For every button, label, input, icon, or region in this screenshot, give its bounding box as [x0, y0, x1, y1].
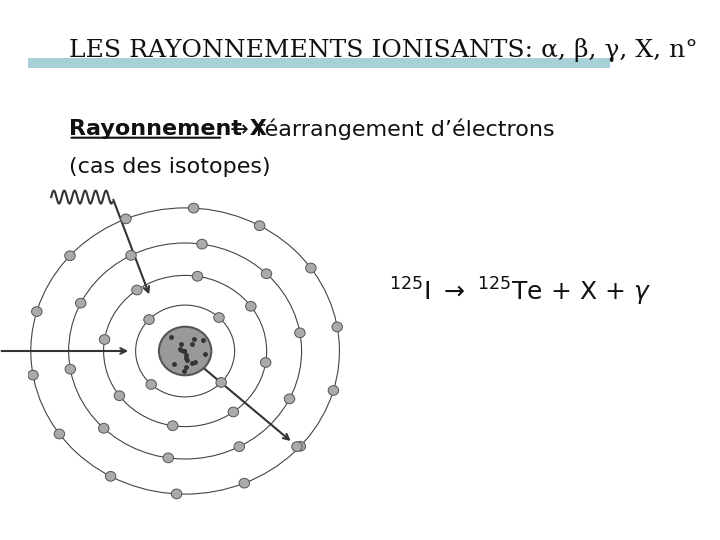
Circle shape [171, 489, 182, 499]
Circle shape [126, 251, 136, 260]
Text: → réarrangement d’électrons: → réarrangement d’électrons [223, 119, 554, 140]
Circle shape [328, 386, 338, 395]
Circle shape [305, 263, 316, 273]
Text: LES RAYONNEMENTS IONISANTS: α, β, γ, X, n°: LES RAYONNEMENTS IONISANTS: α, β, γ, X, … [68, 38, 698, 62]
Circle shape [28, 370, 38, 380]
Circle shape [234, 442, 245, 451]
Circle shape [65, 364, 76, 374]
Circle shape [132, 285, 142, 295]
Circle shape [284, 394, 294, 404]
Circle shape [163, 453, 174, 463]
Circle shape [146, 380, 156, 389]
Bar [28, 58, 610, 68]
Circle shape [189, 203, 199, 213]
Circle shape [144, 315, 154, 325]
Circle shape [65, 251, 75, 261]
Circle shape [192, 272, 203, 281]
Circle shape [254, 221, 265, 231]
Circle shape [239, 478, 250, 488]
Circle shape [216, 377, 226, 387]
Circle shape [159, 327, 212, 375]
Circle shape [168, 421, 178, 430]
Circle shape [295, 441, 305, 451]
Circle shape [114, 391, 125, 401]
Circle shape [32, 307, 42, 316]
Circle shape [294, 328, 305, 338]
Text: Rayonnement X: Rayonnement X [68, 119, 266, 139]
Circle shape [261, 269, 271, 279]
Circle shape [76, 298, 86, 308]
Circle shape [54, 429, 65, 439]
Circle shape [228, 407, 238, 417]
Text: (cas des isotopes): (cas des isotopes) [68, 157, 270, 177]
Text: $^{125}$I $\rightarrow$ $^{125}$Te + X + $\gamma$: $^{125}$I $\rightarrow$ $^{125}$Te + X +… [389, 275, 651, 308]
Circle shape [246, 301, 256, 311]
Circle shape [121, 214, 131, 224]
Circle shape [292, 442, 302, 451]
Circle shape [197, 239, 207, 249]
Circle shape [214, 313, 224, 322]
Circle shape [99, 423, 109, 433]
Circle shape [105, 471, 116, 481]
Circle shape [261, 357, 271, 367]
Circle shape [99, 335, 109, 345]
Circle shape [332, 322, 343, 332]
